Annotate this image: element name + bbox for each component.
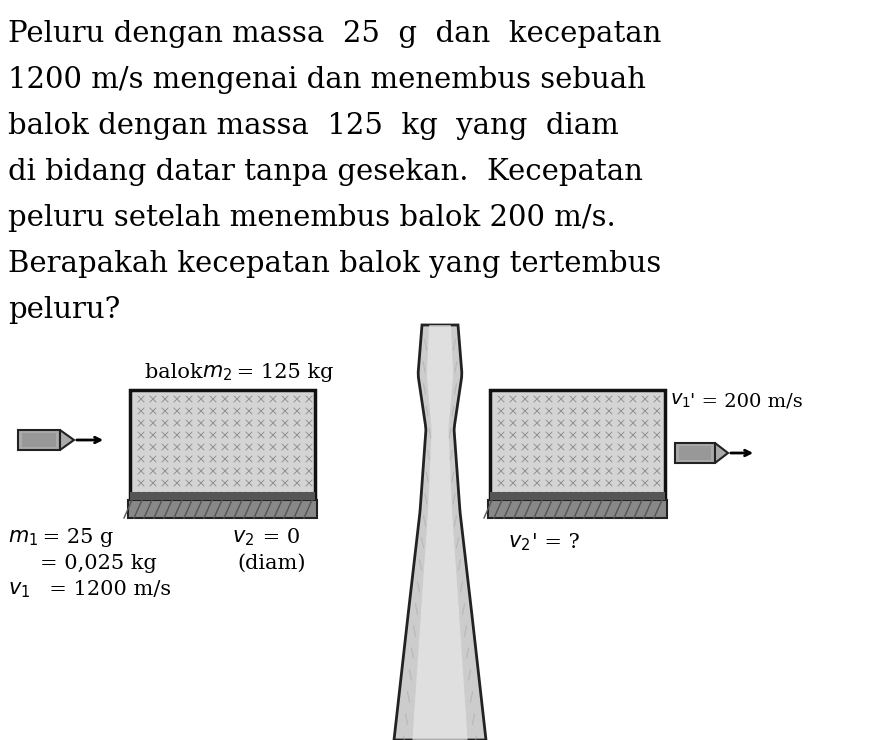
Bar xyxy=(675,443,715,463)
Text: peluru?: peluru? xyxy=(8,296,120,324)
Text: 1200 m/s mengenai dan menembus sebuah: 1200 m/s mengenai dan menembus sebuah xyxy=(8,66,646,94)
Text: (diam): (diam) xyxy=(237,554,306,573)
Bar xyxy=(490,390,665,500)
Text: balok dengan massa  125  kg  yang  diam: balok dengan massa 125 kg yang diam xyxy=(8,112,619,140)
Text: $v_1$: $v_1$ xyxy=(8,580,30,599)
Bar xyxy=(490,492,665,500)
Polygon shape xyxy=(60,430,74,450)
Text: = 25 g: = 25 g xyxy=(36,528,113,547)
Text: di bidang datar tanpa gesekan.  Kecepatan: di bidang datar tanpa gesekan. Kecepatan xyxy=(8,158,643,186)
Text: Peluru dengan massa  25  g  dan  kecepatan: Peluru dengan massa 25 g dan kecepatan xyxy=(8,20,661,48)
Text: $v_2$: $v_2$ xyxy=(508,533,530,553)
Text: balok: balok xyxy=(145,363,210,382)
Bar xyxy=(679,446,711,460)
Polygon shape xyxy=(394,325,486,740)
Text: Berapakah kecepatan balok yang tertembus: Berapakah kecepatan balok yang tertembus xyxy=(8,250,661,278)
Text: = 0,025 kg: = 0,025 kg xyxy=(40,554,156,573)
Text: = 1200 m/s: = 1200 m/s xyxy=(36,580,171,599)
Text: $m_2$: $m_2$ xyxy=(202,363,232,383)
Bar xyxy=(18,430,60,450)
Text: $m_1$: $m_1$ xyxy=(8,528,38,548)
Text: = 125 kg: = 125 kg xyxy=(230,363,333,382)
Bar xyxy=(128,500,317,518)
Bar xyxy=(22,433,56,447)
Polygon shape xyxy=(715,443,728,463)
Text: $v_2$: $v_2$ xyxy=(232,528,255,548)
Text: peluru setelah menembus balok 200 m/s.: peluru setelah menembus balok 200 m/s. xyxy=(8,204,616,232)
Polygon shape xyxy=(413,325,468,740)
Text: ' = ?: ' = ? xyxy=(532,533,580,552)
Bar xyxy=(130,492,315,500)
Bar xyxy=(488,500,667,518)
Text: $v_1$: $v_1$ xyxy=(670,392,691,410)
Text: ' = 200 m/s: ' = 200 m/s xyxy=(690,392,803,410)
Bar xyxy=(130,390,315,500)
Text: = 0: = 0 xyxy=(256,528,301,547)
